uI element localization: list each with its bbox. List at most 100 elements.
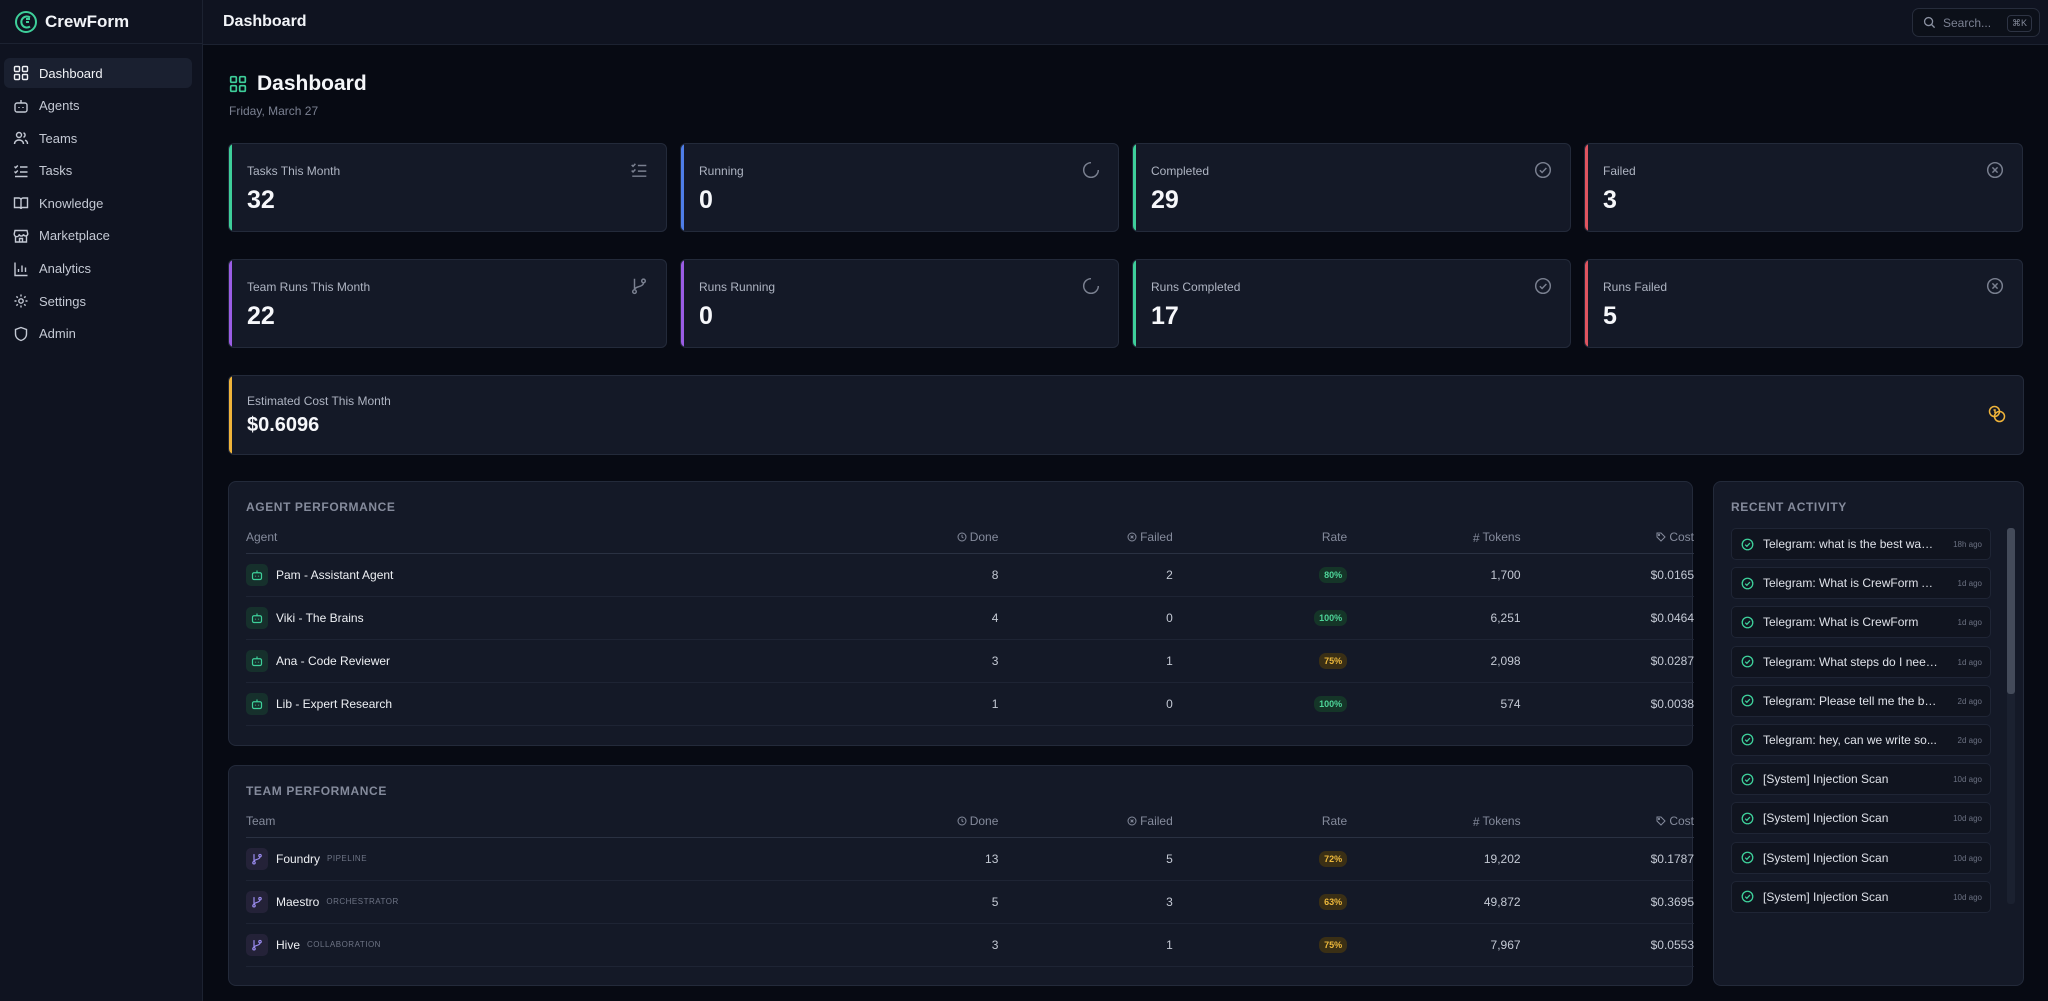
stat-accent [1133, 144, 1136, 231]
activity-list: Telegram: what is the best way to... 18h … [1731, 528, 1991, 920]
tokens: 2,098 [1347, 639, 1521, 683]
spinner-icon [1082, 277, 1100, 295]
column-header: Rate [1172, 806, 1348, 838]
activity-item[interactable]: Telegram: what is the best way to... 18h … [1731, 528, 1991, 560]
x-circle-icon [1127, 532, 1137, 542]
avatar [246, 606, 268, 629]
check-circle-icon [1534, 161, 1552, 179]
sidebar-item-marketplace[interactable]: Marketplace [4, 221, 192, 251]
cost: $0.3695 [1520, 880, 1694, 924]
stat-label: Runs Running [699, 280, 776, 294]
check-circle-icon [1741, 655, 1754, 668]
activity-text: Telegram: What is CrewForm AI... [1763, 576, 1939, 591]
sidebar-item-agents[interactable]: Agents [4, 91, 192, 121]
sidebar-item-admin[interactable]: Admin [4, 319, 192, 349]
activity-item[interactable]: [System] Injection Scan 10d ago [1731, 763, 1991, 796]
sidebar-item-analytics[interactable]: Analytics [4, 254, 192, 284]
activity-item[interactable]: [System] Injection Scan 10d ago [1731, 841, 1991, 874]
cost: $0.0287 [1520, 639, 1694, 683]
table-row[interactable]: Viki - The Brains 4 0 100% 6,251 $0.0464 [246, 596, 1694, 640]
dashboard-icon [13, 65, 29, 81]
stat-value: 0 [699, 302, 713, 330]
sidebar-item-label: Teams [39, 130, 78, 146]
stat-label: Runs Failed [1603, 280, 1668, 294]
rate-badge: 75% [1319, 652, 1348, 669]
stat-label: Tasks This Month [247, 164, 341, 178]
avatar [246, 847, 268, 870]
sidebar-item-label: Dashboard [39, 65, 103, 81]
team-performance-table: Team Done Failed Rate # Tokens Cost Found… [246, 806, 1694, 967]
brand[interactable]: CrewForm [0, 0, 202, 44]
activity-time: 2d ago [1957, 696, 1982, 706]
topbar: Dashboard Search... ⌘K [203, 0, 2048, 45]
column-header-label: Failed [1140, 530, 1173, 545]
column-header-label: Done [969, 814, 999, 829]
stat-accent [1133, 260, 1136, 347]
table-row[interactable]: Foundry PIPELINE 13 5 72% 19,202 $0.1787 [246, 837, 1694, 881]
sidebar-item-knowledge[interactable]: Knowledge [4, 188, 192, 218]
table-row[interactable]: Pam - Assistant Agent 8 2 80% 1,700 $0.0… [246, 553, 1694, 597]
dashboard-icon [229, 75, 247, 93]
column-header: Rate [1172, 522, 1348, 554]
check-circle-icon [1741, 616, 1754, 629]
check-circle-icon [1741, 694, 1754, 707]
activity-item[interactable]: [System] Injection Scan 10d ago [1731, 802, 1991, 835]
activity-text: [System] Injection Scan [1763, 811, 1889, 826]
team-type-tag: PIPELINE [327, 854, 368, 863]
column-header-done: Done [834, 522, 999, 554]
table-row[interactable]: Maestro ORCHESTRATOR 5 3 63% 49,872 $0.36… [246, 880, 1694, 924]
avatar [246, 692, 268, 715]
stat-label: Completed [1151, 164, 1210, 178]
table-row[interactable]: Lib - Expert Research 1 0 100% 574 $0.00… [246, 682, 1694, 726]
column-header-failed: Failed [998, 806, 1173, 838]
team-cell: Maestro ORCHESTRATOR [246, 880, 835, 924]
stat-runs-completed: Runs Completed 17 [1132, 259, 1571, 348]
bot-icon [251, 570, 263, 580]
failed-count: 5 [998, 837, 1173, 881]
activity-item[interactable]: Telegram: Please tell me the be... 2d ago [1731, 684, 1991, 717]
done-count: 4 [834, 596, 999, 640]
cost: $0.0038 [1520, 682, 1694, 726]
store-icon [13, 229, 29, 243]
failed-count: 0 [998, 596, 1173, 640]
sidebar-item-settings[interactable]: Settings [4, 286, 192, 316]
team-type-tag: ORCHESTRATOR [326, 897, 399, 906]
activity-text: [System] Injection Scan [1763, 889, 1889, 904]
table-row[interactable]: Hive COLLABORATION 3 1 75% 7,967 $0.0553 [246, 923, 1694, 967]
column-header-done: Done [834, 806, 999, 838]
agent-name: Viki - The Brains [276, 610, 364, 625]
check-circle-icon [1534, 277, 1552, 295]
sidebar-item-teams[interactable]: Teams [4, 123, 192, 153]
avatar [246, 563, 268, 586]
activity-text: Telegram: What is CrewForm [1763, 615, 1919, 630]
search-input[interactable]: Search... ⌘K [1912, 8, 2040, 37]
sidebar-item-label: Settings [39, 293, 86, 309]
sidebar-item-dashboard[interactable]: Dashboard [4, 58, 192, 88]
stat-tasks-this-month: Tasks This Month 32 [228, 143, 667, 232]
activity-scrollbar[interactable] [2007, 528, 2015, 904]
rate-badge: 80% [1319, 566, 1348, 583]
search-shortcut: ⌘K [2006, 15, 2032, 32]
done-count: 5 [834, 880, 999, 924]
stat-accent [229, 260, 232, 347]
tokens: 1,700 [1347, 553, 1521, 597]
failed-count: 0 [998, 682, 1173, 726]
table-row[interactable]: Ana - Code Reviewer 3 1 75% 2,098 $0.028… [246, 639, 1694, 683]
stat-runs-failed: Runs Failed 5 [1584, 259, 2023, 348]
topbar-title: Dashboard [223, 13, 307, 30]
activity-item[interactable]: [System] Injection Scan 10d ago [1731, 880, 1991, 913]
tokens: 7,967 [1347, 923, 1521, 967]
activity-item[interactable]: Telegram: What steps do I need... 1d ago [1731, 645, 1991, 678]
x-circle-icon [1986, 277, 2004, 295]
sidebar: CrewForm Dashboard Agents Teams Tasks Kn… [0, 0, 203, 1001]
done-count: 13 [834, 837, 999, 881]
sidebar-item-tasks[interactable]: Tasks [4, 156, 192, 186]
activity-item[interactable]: Telegram: hey, can we write so... 2d ago [1731, 723, 1991, 756]
sidebar-item-label: Knowledge [39, 195, 104, 211]
agent-performance-panel: AGENT PERFORMANCE Agent Done Failed Rate… [228, 481, 1694, 746]
activity-item[interactable]: Telegram: What is CrewForm 1d ago [1731, 606, 1991, 639]
scrollbar-thumb[interactable] [2007, 528, 2015, 694]
activity-item[interactable]: Telegram: What is CrewForm AI... 1d ago [1731, 567, 1991, 600]
gear-icon [14, 294, 28, 308]
column-header-label: Tokens [1482, 530, 1521, 545]
